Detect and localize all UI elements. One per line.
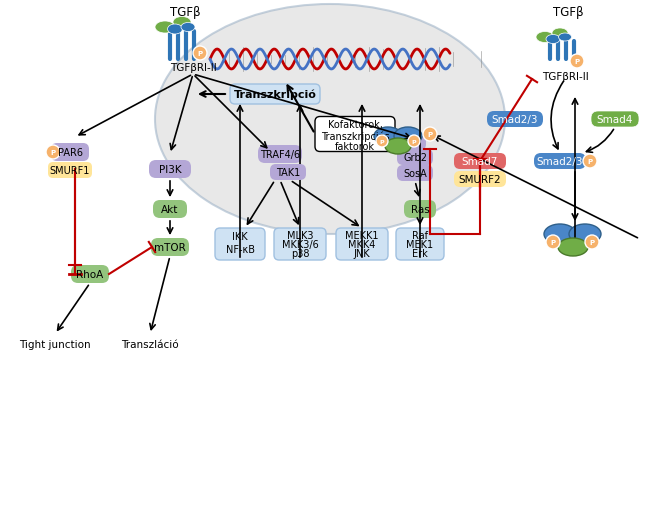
- FancyBboxPatch shape: [153, 201, 187, 218]
- Ellipse shape: [385, 139, 411, 155]
- Text: Smad2/3: Smad2/3: [537, 157, 583, 166]
- Text: Shc: Shc: [401, 138, 419, 148]
- Text: P: P: [197, 51, 203, 57]
- FancyBboxPatch shape: [230, 85, 320, 105]
- FancyBboxPatch shape: [404, 201, 436, 218]
- Circle shape: [408, 136, 420, 148]
- Text: TRAF4/6: TRAF4/6: [260, 150, 300, 160]
- Text: Ras: Ras: [411, 205, 429, 215]
- Text: mTOR: mTOR: [154, 242, 186, 252]
- Text: P: P: [551, 240, 555, 245]
- FancyBboxPatch shape: [591, 112, 639, 128]
- FancyBboxPatch shape: [315, 117, 395, 152]
- Text: Transzkripció: Transzkripció: [233, 90, 316, 100]
- Text: TGFβRI-II: TGFβRI-II: [170, 63, 216, 73]
- Text: TGFβRI-II: TGFβRI-II: [542, 72, 588, 82]
- Text: RhoA: RhoA: [76, 269, 104, 279]
- FancyBboxPatch shape: [51, 144, 89, 162]
- FancyBboxPatch shape: [270, 165, 306, 181]
- Text: TGFβ: TGFβ: [170, 6, 200, 18]
- Text: P: P: [380, 139, 384, 144]
- Text: TAK1: TAK1: [276, 167, 300, 178]
- Circle shape: [193, 47, 207, 61]
- FancyBboxPatch shape: [215, 229, 265, 261]
- Text: faktorok: faktorok: [335, 142, 375, 152]
- FancyBboxPatch shape: [258, 146, 302, 164]
- Text: IKK: IKK: [232, 232, 248, 242]
- Text: Grb2: Grb2: [403, 153, 427, 163]
- FancyBboxPatch shape: [487, 112, 543, 128]
- Circle shape: [46, 146, 60, 160]
- Text: PAR6: PAR6: [58, 148, 82, 158]
- Text: P: P: [589, 240, 595, 245]
- Ellipse shape: [552, 29, 568, 39]
- Text: TGFβ: TGFβ: [553, 6, 583, 18]
- Text: Erk: Erk: [412, 248, 428, 259]
- Text: PI3K: PI3K: [159, 165, 181, 175]
- Text: SMURF2: SMURF2: [459, 175, 501, 185]
- FancyBboxPatch shape: [534, 154, 586, 169]
- FancyBboxPatch shape: [71, 266, 109, 284]
- FancyBboxPatch shape: [397, 165, 433, 182]
- Ellipse shape: [558, 239, 588, 257]
- Text: MKK4: MKK4: [349, 240, 376, 249]
- Circle shape: [546, 236, 560, 249]
- Ellipse shape: [167, 25, 183, 35]
- Circle shape: [376, 136, 388, 148]
- Text: P: P: [575, 59, 579, 65]
- Text: SosA: SosA: [403, 168, 427, 179]
- Ellipse shape: [569, 224, 601, 244]
- FancyBboxPatch shape: [394, 134, 426, 152]
- Text: Transzláció: Transzláció: [121, 340, 179, 349]
- FancyBboxPatch shape: [397, 150, 433, 165]
- FancyBboxPatch shape: [454, 154, 506, 169]
- Ellipse shape: [155, 22, 175, 34]
- Ellipse shape: [544, 224, 576, 244]
- FancyBboxPatch shape: [396, 229, 444, 261]
- Circle shape: [585, 236, 599, 249]
- Ellipse shape: [546, 36, 560, 44]
- Ellipse shape: [394, 128, 422, 146]
- Text: MKK3/6: MKK3/6: [282, 240, 318, 249]
- Ellipse shape: [536, 33, 554, 43]
- Text: MEKK1: MEKK1: [345, 231, 379, 241]
- Circle shape: [583, 155, 597, 168]
- FancyBboxPatch shape: [149, 161, 191, 179]
- Ellipse shape: [173, 17, 191, 29]
- Text: Akt: Akt: [161, 205, 179, 215]
- Text: P: P: [587, 159, 593, 165]
- Text: NF-κB: NF-κB: [225, 244, 254, 254]
- Ellipse shape: [155, 5, 505, 235]
- FancyBboxPatch shape: [454, 172, 506, 188]
- Text: Smad2/3: Smad2/3: [492, 115, 539, 125]
- Text: P: P: [50, 150, 56, 156]
- Text: Tight junction: Tight junction: [19, 340, 91, 349]
- Text: Smad7: Smad7: [462, 157, 498, 166]
- Ellipse shape: [181, 23, 195, 33]
- Text: Kofaktorok,: Kofaktorok,: [328, 120, 383, 130]
- Text: Smad4: Smad4: [597, 115, 633, 125]
- Text: JNK: JNK: [354, 248, 371, 259]
- FancyBboxPatch shape: [48, 163, 92, 179]
- FancyBboxPatch shape: [151, 239, 189, 257]
- Circle shape: [570, 55, 584, 69]
- Text: P: P: [427, 132, 433, 138]
- FancyBboxPatch shape: [336, 229, 388, 261]
- Text: P: P: [411, 139, 416, 144]
- Text: MEK1: MEK1: [407, 240, 434, 249]
- Ellipse shape: [374, 128, 402, 146]
- Text: Transzkripciós: Transzkripciós: [320, 131, 389, 142]
- Text: Raf: Raf: [412, 231, 428, 241]
- FancyBboxPatch shape: [274, 229, 326, 261]
- Text: p38: p38: [291, 248, 309, 259]
- Circle shape: [423, 128, 437, 142]
- Text: MLK3: MLK3: [287, 231, 313, 241]
- Text: SMURF1: SMURF1: [50, 165, 90, 176]
- Ellipse shape: [559, 34, 571, 42]
